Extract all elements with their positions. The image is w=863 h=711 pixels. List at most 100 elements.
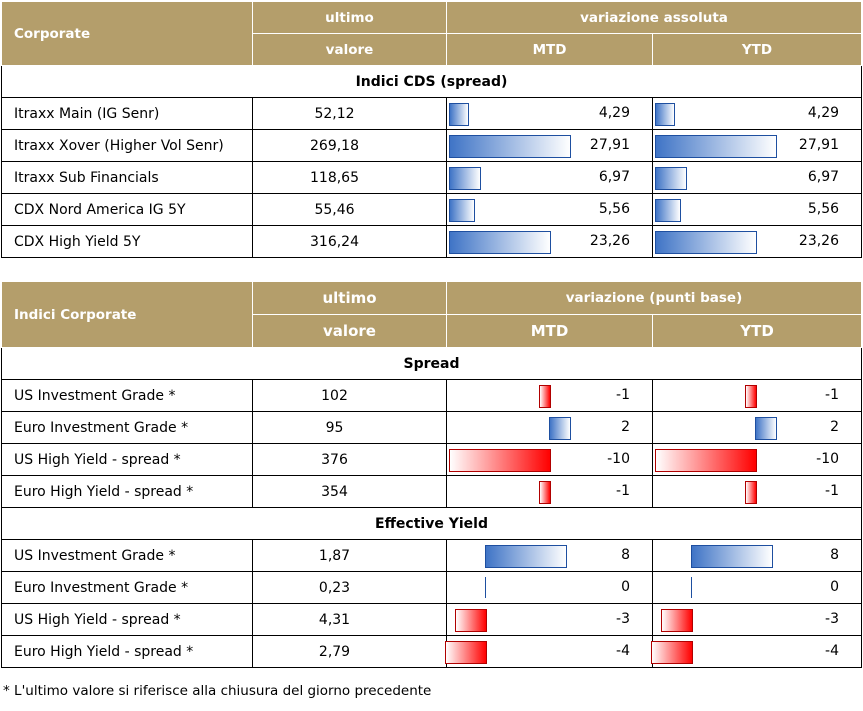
table-row: CDX High Yield 5Y 316,24 23,26 23,26: [1, 225, 863, 258]
ytd-value: 5,56: [807, 201, 840, 217]
ytd-value: 6,97: [807, 169, 840, 185]
row-name: CDX High Yield 5Y: [1, 225, 253, 258]
row-name: Itraxx Main (IG Senr): [1, 97, 253, 130]
table-row: US High Yield - spread * 376 -10 -10: [1, 443, 863, 476]
row-name: US High Yield - spread *: [1, 603, 253, 636]
table-row: Euro High Yield - spread * 354 -1 -1: [1, 475, 863, 508]
mtd-cell: -1: [446, 475, 653, 508]
header-ytd: YTD: [651, 33, 863, 66]
table-row: Euro High Yield - spread * 2,79 -4 -4: [1, 635, 863, 668]
mtd-cell: 0: [446, 571, 653, 604]
header-mtd: MTD: [446, 314, 653, 348]
mtd-value: 4,29: [598, 105, 630, 121]
ytd-value: -3: [825, 611, 840, 627]
mtd-bar: [449, 449, 551, 472]
ytd-bar: [655, 199, 681, 222]
row-name: US High Yield - spread *: [1, 443, 253, 476]
table-row: Euro Investment Grade * 0,23 0 0: [1, 571, 863, 604]
mtd-cell: -10: [446, 443, 653, 476]
section-effective-yield: Effective Yield: [0, 507, 863, 540]
table-row: US Investment Grade * 1,87 8 8: [1, 539, 863, 572]
ytd-value: -4: [825, 643, 840, 659]
ytd-bar: [655, 231, 758, 254]
ytd-bar: [745, 385, 757, 408]
table-row: Itraxx Sub Financials 118,65 6,97 6,97: [1, 161, 863, 194]
row-name: Euro Investment Grade *: [1, 411, 253, 444]
mtd-value: 8: [621, 547, 630, 563]
header-variazione-punti-base: variazione (punti base): [445, 281, 863, 315]
row-name: Itraxx Xover (Higher Vol Senr): [1, 129, 253, 162]
mtd-cell: 27,91: [446, 129, 653, 162]
ytd-cell: 27,91: [651, 129, 863, 162]
table-row: Euro Investment Grade * 95 2 2: [1, 411, 863, 444]
mtd-bar: [485, 577, 486, 598]
mtd-cell: 6,97: [446, 161, 653, 194]
ytd-value: 23,26: [798, 233, 840, 249]
row-value: 376: [252, 443, 447, 476]
row-value: 4,31: [252, 603, 447, 636]
mtd-value: 0: [621, 579, 630, 595]
row-name: Euro High Yield - spread *: [1, 475, 253, 508]
ytd-cell: 6,97: [651, 161, 863, 194]
mtd-value: 27,91: [589, 137, 630, 153]
ytd-cell: -4: [651, 635, 863, 668]
header-valore: valore: [252, 314, 447, 348]
ytd-cell: 5,56: [651, 193, 863, 226]
header-variazione-assoluta: variazione assoluta: [445, 1, 863, 34]
ytd-bar: [755, 417, 777, 440]
ytd-value: -10: [816, 451, 840, 467]
row-name: Euro High Yield - spread *: [1, 635, 253, 668]
row-value: 316,24: [252, 225, 447, 258]
ytd-value: -1: [825, 483, 840, 499]
row-name: Euro Investment Grade *: [1, 571, 253, 604]
ytd-cell: 23,26: [651, 225, 863, 258]
header-indici-corporate: Indici Corporate: [1, 281, 253, 348]
header-ultimo: ultimo: [252, 1, 447, 34]
ytd-value: 2: [830, 419, 840, 435]
ytd-value: 0: [830, 579, 840, 595]
row-value: 354: [252, 475, 447, 508]
ytd-value: 27,91: [798, 137, 840, 153]
mtd-cell: 5,56: [446, 193, 653, 226]
mtd-bar: [449, 103, 470, 126]
mtd-value: 2: [621, 419, 630, 435]
mtd-bar: [485, 545, 567, 568]
table-row: US High Yield - spread * 4,31 -3 -3: [1, 603, 863, 636]
mtd-bar: [449, 167, 481, 190]
header-corporate: Corporate: [1, 1, 253, 66]
mtd-cell: 23,26: [446, 225, 653, 258]
row-value: 55,46: [252, 193, 447, 226]
row-value: 102: [252, 379, 447, 412]
ytd-cell: 2: [651, 411, 863, 444]
mtd-bar: [455, 609, 487, 632]
mtd-bar: [549, 417, 571, 440]
row-value: 0,23: [252, 571, 447, 604]
mtd-cell: -1: [446, 379, 653, 412]
ytd-bar: [691, 545, 773, 568]
footnote: * L'ultimo valore si riferisce alla chiu…: [3, 683, 432, 699]
ytd-value: 4,29: [807, 105, 840, 121]
ytd-bar: [655, 135, 777, 158]
mtd-value: -10: [607, 451, 630, 467]
ytd-bar: [745, 481, 757, 504]
row-value: 95: [252, 411, 447, 444]
mtd-bar: [449, 135, 571, 158]
mtd-value: 6,97: [598, 169, 630, 185]
mtd-bar: [449, 199, 475, 222]
ytd-value: -1: [825, 387, 840, 403]
ytd-bar: [691, 577, 692, 598]
ytd-cell: -10: [651, 443, 863, 476]
row-value: 52,12: [252, 97, 447, 130]
cds-table: Corporate ultimo variazione assoluta val…: [0, 1, 863, 258]
section-cds: Indici CDS (spread): [0, 65, 863, 98]
ytd-cell: -1: [651, 379, 863, 412]
mtd-bar: [539, 481, 551, 504]
ytd-cell: 4,29: [651, 97, 863, 130]
row-value: 2,79: [252, 635, 447, 668]
header-mtd: MTD: [446, 33, 653, 66]
mtd-value: -4: [616, 643, 630, 659]
mtd-bar: [449, 231, 552, 254]
mtd-cell: 2: [446, 411, 653, 444]
mtd-value: 5,56: [598, 201, 630, 217]
mtd-cell: 4,29: [446, 97, 653, 130]
